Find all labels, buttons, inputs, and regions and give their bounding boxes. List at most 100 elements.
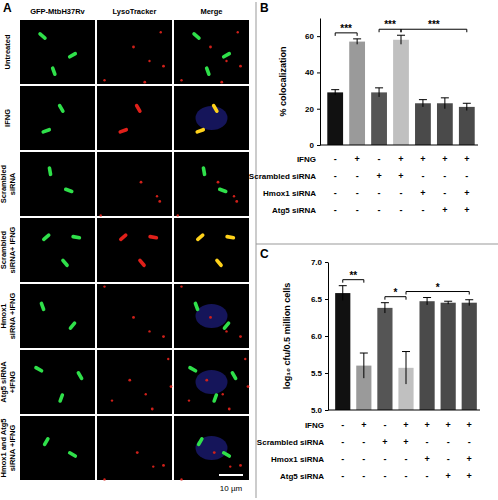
- condition-sign: +: [464, 205, 469, 215]
- significance-label: ***: [384, 19, 396, 30]
- condition-sign: -: [378, 205, 381, 215]
- bar: [462, 303, 477, 410]
- lysosome: [220, 81, 223, 84]
- error-bar: [423, 298, 431, 305]
- condition-sign: -: [334, 205, 337, 215]
- error-stem: [342, 286, 343, 301]
- nucleus: [196, 370, 228, 394]
- condition-sign: -: [383, 454, 386, 464]
- bacterium: [201, 166, 206, 176]
- condition-sign: +: [446, 420, 451, 430]
- error-cap: [381, 302, 389, 303]
- bacterium: [47, 166, 52, 176]
- lysosome: [118, 127, 129, 134]
- condition-label: Hmox1 siRNA: [271, 455, 324, 464]
- micrograph-bg: [97, 416, 172, 480]
- row-label: ScrambledsiRNA+ IFNG: [0, 226, 17, 273]
- bacterium: [211, 103, 219, 113]
- y-tick: 7.0: [311, 258, 328, 267]
- row-label-line: siRNA+ IFNG: [8, 226, 17, 273]
- micrograph: [20, 86, 95, 150]
- condition-sign: +: [464, 188, 469, 198]
- condition-sign: -: [341, 437, 344, 447]
- condition-sign: -: [378, 188, 381, 198]
- condition-sign: -: [465, 171, 468, 181]
- error-cap: [331, 89, 339, 90]
- condition-sign: -: [400, 188, 403, 198]
- x-axis-line: [320, 145, 478, 146]
- lysosome: [177, 214, 179, 216]
- micrograph: [20, 284, 95, 348]
- micrograph-bg: [97, 350, 172, 414]
- nucleus: [196, 304, 228, 328]
- row-label-line: IFNG: [3, 109, 12, 127]
- micrograph-bg: [97, 218, 172, 282]
- nucleus: [196, 436, 228, 460]
- error-stem: [427, 298, 428, 305]
- micrograph-bg: [174, 86, 249, 150]
- micrograph: [174, 86, 249, 150]
- condition-sign: -: [383, 471, 386, 481]
- bar: [371, 92, 387, 145]
- condition-sign: -: [334, 171, 337, 181]
- bacterium: [214, 258, 223, 268]
- y-tick-label: 60: [305, 32, 314, 41]
- y-tick-label: 20: [305, 105, 314, 114]
- panel-label: C: [260, 247, 269, 261]
- row-label-line: Scrambled: [0, 230, 8, 269]
- error-bar: [465, 300, 473, 306]
- condition-sign: -: [421, 171, 424, 181]
- condition-sign: +: [467, 471, 472, 481]
- y-tick-mark: [325, 299, 328, 300]
- column-header: Merge: [200, 7, 222, 16]
- micrograph-bg: [174, 218, 249, 282]
- micrograph: [20, 20, 95, 84]
- condition-sign: -: [383, 420, 386, 430]
- lysosome: [118, 233, 128, 242]
- bar: [419, 301, 434, 410]
- error-bar: [375, 88, 383, 97]
- bacterium: [68, 321, 77, 331]
- error-cap: [360, 353, 368, 354]
- micrograph-bg: [97, 20, 172, 84]
- lysosome: [148, 60, 150, 62]
- bacterium: [57, 103, 65, 113]
- condition-label: Scrambled siRNA: [249, 172, 316, 181]
- micrograph: [20, 416, 95, 480]
- condition-sign: -: [362, 454, 365, 464]
- y-tick-mark: [317, 145, 320, 146]
- panel-divider: [256, 2, 257, 498]
- lysosome: [103, 478, 105, 480]
- condition-sign: +: [424, 420, 429, 430]
- micrograph-bg: [20, 416, 95, 480]
- bacterium: [71, 235, 81, 240]
- lysosome: [148, 330, 150, 332]
- y-tick-mark: [317, 72, 320, 73]
- lysosome: [143, 81, 146, 84]
- bacterium: [41, 233, 51, 242]
- row-label-line: Hmox1 and Atg5: [0, 419, 8, 478]
- y-tick-label: 6.0: [311, 332, 323, 341]
- bar: [377, 308, 392, 410]
- condition-sign: +: [420, 188, 425, 198]
- condition-sign: -: [362, 471, 365, 481]
- condition-sign: +: [403, 420, 408, 430]
- error-stem: [466, 103, 467, 110]
- micrograph: [97, 20, 172, 84]
- lysosome: [136, 451, 139, 454]
- lysosome: [148, 235, 158, 240]
- lysosome: [132, 46, 135, 49]
- row-label-line: siRNA +IFNG: [8, 293, 17, 340]
- bacterium: [58, 393, 65, 404]
- y-axis-line: [328, 263, 329, 411]
- column-header: GFP-MtbH37Rv: [30, 7, 85, 16]
- condition-sign: -: [341, 420, 344, 430]
- y-tick-mark: [317, 109, 320, 110]
- lysosome: [228, 408, 231, 411]
- lysosome: [225, 60, 227, 62]
- condition-sign: -: [426, 437, 429, 447]
- lysosome: [229, 465, 231, 467]
- condition-label: IFNG: [305, 421, 324, 430]
- y-axis-line: [320, 19, 321, 146]
- condition-sign: +: [446, 471, 451, 481]
